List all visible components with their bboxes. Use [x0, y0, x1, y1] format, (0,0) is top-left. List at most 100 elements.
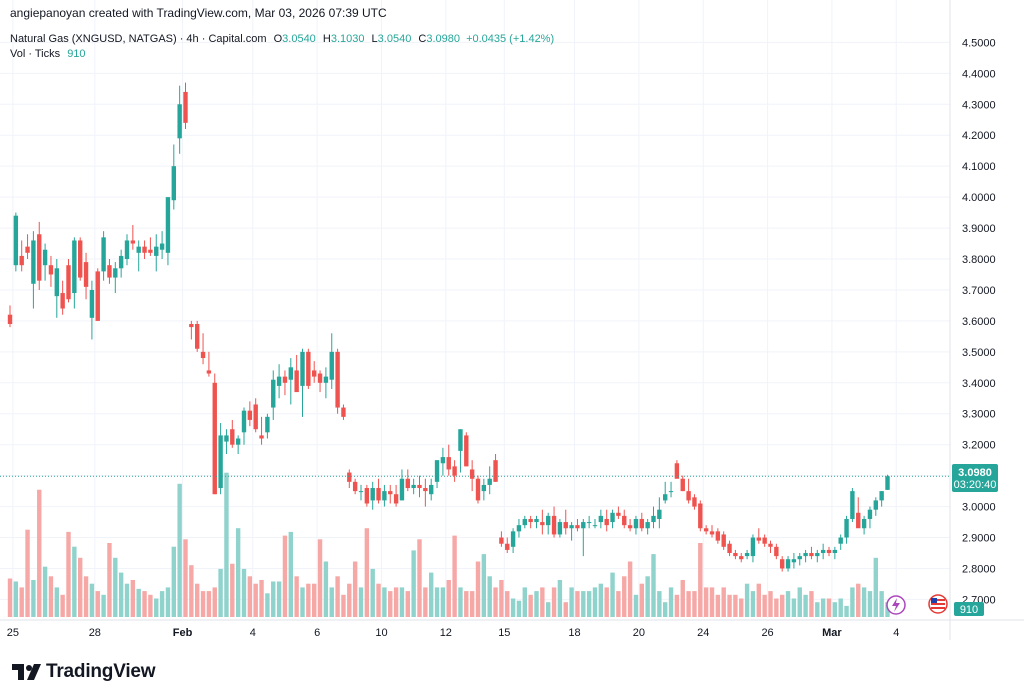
volume-bar [499, 580, 504, 617]
candle-body [581, 522, 586, 529]
candle-body [768, 543, 773, 547]
volume-bar [388, 591, 393, 617]
volume-bar [341, 594, 346, 617]
volume-bar [469, 591, 475, 617]
candle-body [364, 488, 370, 504]
volume-bar [306, 583, 311, 617]
volume-bar [569, 587, 574, 617]
bar-countdown: 03:20:40 [954, 479, 997, 491]
candle-body [458, 429, 463, 451]
volume-bar [633, 594, 639, 617]
volume-bar [744, 583, 750, 617]
candle-body [282, 376, 288, 383]
volume-bar [335, 576, 340, 617]
volume-bar [610, 572, 615, 617]
candle-body [276, 376, 282, 386]
volume-bar [756, 583, 761, 617]
x-tick-label: 20 [633, 627, 645, 639]
candle-body [668, 491, 674, 493]
us-flag-event-icon[interactable] [928, 594, 948, 614]
volume-bar [879, 591, 884, 617]
candle-body [200, 351, 206, 359]
volume-bar [850, 587, 855, 617]
volume-bar [762, 594, 767, 617]
candle-body [13, 215, 19, 266]
candle-body [680, 478, 685, 492]
candle-body [405, 478, 410, 489]
volume-bar [177, 483, 182, 617]
volume-bar [148, 594, 153, 617]
volume-value: 910 [67, 48, 86, 60]
candle-body [89, 289, 95, 318]
candle-body [393, 494, 399, 504]
y-tick-label: 3.7000 [962, 285, 996, 297]
volume-bar [282, 535, 288, 617]
volume-bar [727, 594, 732, 617]
x-tick-label: 28 [89, 627, 101, 639]
candle-body [206, 370, 212, 374]
x-tick-label: Mar [822, 627, 842, 639]
volume-bar [241, 568, 247, 617]
candle-body [510, 531, 516, 547]
volume-bar [276, 581, 282, 617]
candle-body [733, 553, 738, 557]
candle-body [785, 559, 791, 569]
volume-bar [323, 561, 329, 617]
volume-bar [294, 576, 299, 617]
x-tick-label: 15 [498, 627, 510, 639]
volume-bar [399, 587, 405, 617]
candle-body [586, 522, 592, 524]
symbol-name: Natural Gas (XNGUSD, NATGAS) · 4h · Capi… [10, 33, 267, 45]
tradingview-logo[interactable]: TradingView [12, 660, 156, 684]
candle-body [727, 543, 732, 554]
candle-body [78, 240, 83, 278]
volume-bar [195, 583, 200, 617]
candle-body [241, 410, 247, 433]
volume-bar [540, 587, 545, 617]
volume-bar [31, 580, 36, 617]
ohlc-open-label: O [273, 33, 283, 45]
volume-bar [183, 539, 188, 617]
candle-body [780, 559, 785, 569]
price-axis[interactable]: 4.5000 4.4000 4.3000 4.2000 4.1000 4.0000 3.90… [0, 0, 1024, 640]
volume-legend[interactable]: Vol · Ticks 910 [10, 48, 554, 60]
volume-bar [534, 591, 539, 617]
volume-bar [200, 591, 206, 617]
x-tick-label: 10 [375, 627, 387, 639]
volume-bar [78, 557, 83, 617]
volume-bar [429, 572, 434, 617]
candle-body [189, 324, 194, 328]
candle-body [610, 512, 615, 523]
candle-body [388, 491, 393, 495]
candle-body [312, 370, 317, 377]
tradingview-brand: TradingView [46, 661, 156, 682]
y-tick-label: 3.4000 [962, 378, 996, 390]
candle-body [809, 553, 814, 557]
volume-bar [48, 576, 54, 617]
time-axis[interactable]: 25 28 Feb 4 6 10 12 15 18 20 24 26 Mar 4 [7, 627, 900, 639]
lightning-event-icon[interactable] [886, 595, 906, 615]
volume-bar [329, 587, 334, 617]
candle-body [124, 240, 130, 260]
volume-bar [721, 587, 726, 617]
x-tick-label: 26 [761, 627, 773, 639]
candle-body [376, 488, 381, 501]
candle-body [815, 553, 820, 557]
candle-body [183, 91, 188, 123]
symbol-line[interactable]: Natural Gas (XNGUSD, NATGAS) · 4h · Capi… [10, 33, 554, 45]
y-tick-label: 4.5000 [962, 37, 996, 49]
candle-body [762, 537, 767, 544]
volume-bar [72, 546, 77, 617]
volume-bar [557, 580, 563, 617]
last-price-tag: 3.0980 03:20:40 [952, 464, 998, 492]
volume-bar [581, 591, 586, 617]
volume-bar [493, 587, 498, 617]
y-tick-label: 4.0000 [962, 192, 996, 204]
volume-bar [13, 581, 19, 617]
candle-body [118, 255, 124, 269]
candle-body [253, 404, 258, 430]
ohlc-open: 3.0540 [282, 33, 316, 45]
volume-bar [780, 594, 785, 617]
candle-body [19, 255, 24, 266]
